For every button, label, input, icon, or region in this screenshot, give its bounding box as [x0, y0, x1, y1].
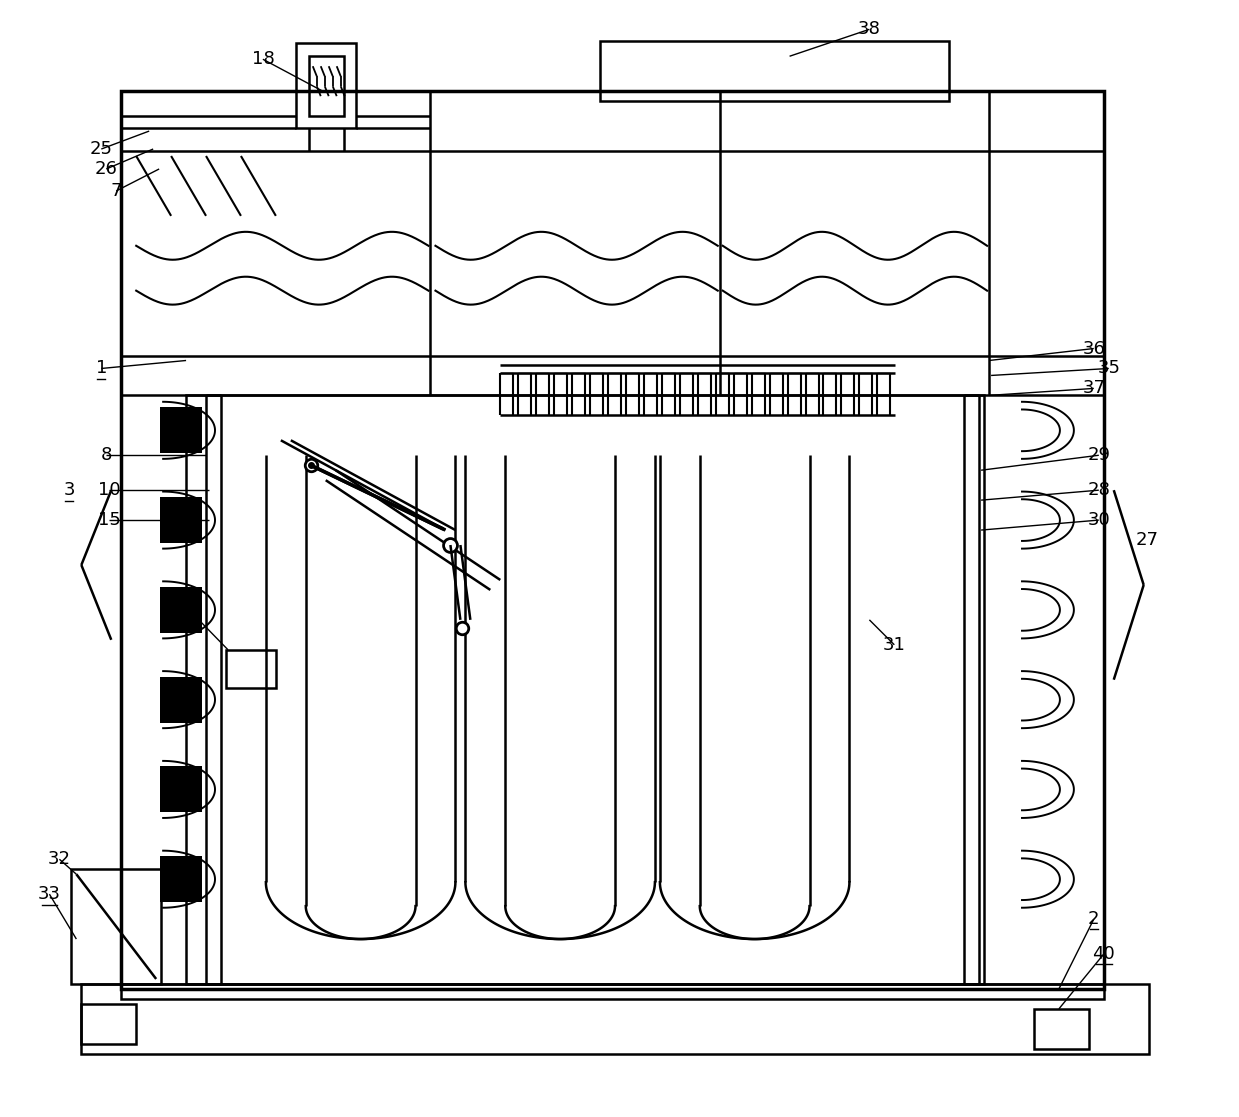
Bar: [121, 92, 1104, 395]
Bar: [225, 650, 276, 688]
Text: 37: 37: [1083, 380, 1105, 398]
Text: 30: 30: [1088, 512, 1110, 529]
Text: 33: 33: [38, 885, 61, 904]
Text: 3: 3: [63, 481, 76, 499]
Text: 2: 2: [1088, 910, 1099, 928]
Bar: [121, 984, 1104, 999]
Text: 40: 40: [1093, 945, 1115, 963]
Bar: [1035, 1009, 1089, 1049]
Text: 10: 10: [98, 481, 120, 499]
Bar: [600, 41, 949, 102]
Bar: [82, 984, 1149, 1053]
Text: 15: 15: [98, 512, 120, 529]
Text: 26: 26: [95, 160, 118, 178]
Text: 35: 35: [1098, 360, 1120, 378]
Text: 31: 31: [883, 636, 906, 653]
Text: 32: 32: [48, 850, 71, 868]
Text: 8: 8: [100, 447, 112, 465]
Text: 34: 34: [177, 601, 201, 619]
Text: 36: 36: [1083, 340, 1105, 357]
Text: 38: 38: [857, 20, 881, 38]
Text: 27: 27: [1135, 531, 1158, 550]
Text: 29: 29: [1088, 447, 1110, 465]
Bar: [121, 92, 1104, 989]
Text: 18: 18: [252, 50, 274, 68]
Bar: [296, 44, 356, 128]
Text: 7: 7: [110, 182, 121, 200]
Text: 25: 25: [89, 140, 113, 157]
Text: 1: 1: [95, 360, 107, 378]
Bar: [82, 1004, 136, 1043]
Bar: [186, 395, 984, 984]
Bar: [72, 869, 161, 984]
Bar: [309, 56, 343, 116]
Text: 28: 28: [1088, 481, 1110, 499]
